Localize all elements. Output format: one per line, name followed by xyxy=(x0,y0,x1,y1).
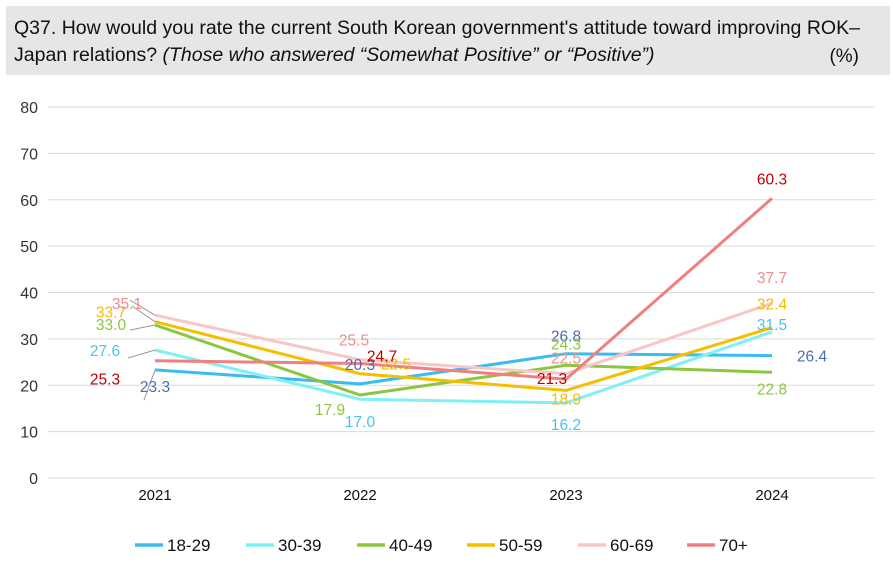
data-label: 33.0 xyxy=(96,317,127,334)
data-label: 27.6 xyxy=(90,343,120,360)
data-label: 31.5 xyxy=(757,317,787,334)
y-tick-label: 0 xyxy=(29,471,38,488)
y-tick-label: 70 xyxy=(20,146,38,163)
data-label: 25.5 xyxy=(339,333,369,350)
data-label: 24.3 xyxy=(551,336,581,353)
question-note: (Those who answered “Somewhat Positive” … xyxy=(162,44,655,66)
data-label: 60.3 xyxy=(757,171,787,188)
y-tick-label: 30 xyxy=(20,332,38,349)
question-text: Q37. How would you rate the current Sout… xyxy=(14,17,860,66)
legend-label: 18-29 xyxy=(167,536,210,555)
chart-title: Q37. How would you rate the current Sout… xyxy=(6,6,890,75)
legend-label: 50-59 xyxy=(499,536,542,555)
series-line-50-59 xyxy=(154,320,773,392)
y-tick-label: 40 xyxy=(20,286,38,303)
leader-line xyxy=(129,324,156,331)
data-label: 37.7 xyxy=(757,270,787,287)
data-label: 21.3 xyxy=(537,371,567,388)
legend-label: 60-69 xyxy=(610,536,653,555)
data-label: 33.7 xyxy=(96,305,126,322)
data-label: 18.9 xyxy=(551,391,581,408)
data-label: 22.8 xyxy=(757,381,787,398)
data-label: 24.7 xyxy=(367,348,397,365)
legend-label: 30-39 xyxy=(278,536,321,555)
data-label: 26.8 xyxy=(551,329,581,346)
y-tick-label: 80 xyxy=(20,100,38,117)
data-label: 22.5 xyxy=(551,351,581,368)
data-label: 23.3 xyxy=(140,379,170,396)
leader-line xyxy=(131,305,156,323)
data-label: 17.0 xyxy=(345,414,376,431)
leader-line xyxy=(129,299,156,316)
x-tick-label: 2021 xyxy=(138,487,171,504)
leader-line xyxy=(143,369,156,401)
data-label: 16.2 xyxy=(551,417,581,434)
y-tick-label: 20 xyxy=(20,378,38,395)
data-label: 22.5 xyxy=(381,357,411,374)
unit-label: (%) xyxy=(829,46,859,67)
y-tick-label: 10 xyxy=(20,425,38,442)
legend-label: 70+ xyxy=(719,536,748,555)
data-label: 17.9 xyxy=(315,402,345,419)
x-tick-label: 2024 xyxy=(755,487,788,504)
data-label: 20.3 xyxy=(345,357,375,374)
series-line-18-29 xyxy=(154,352,773,386)
series-line-60-69 xyxy=(154,301,773,376)
data-label: 26.4 xyxy=(797,349,828,366)
data-label: 32.4 xyxy=(757,297,788,314)
x-tick-label: 2022 xyxy=(343,487,376,504)
series-line-40-49 xyxy=(154,323,773,397)
series-line-70+ xyxy=(154,197,773,381)
y-tick-label: 60 xyxy=(20,193,38,210)
x-tick-label: 2023 xyxy=(549,487,582,504)
y-tick-label: 50 xyxy=(20,239,38,256)
legend-label: 40-49 xyxy=(389,536,432,555)
data-label: 25.3 xyxy=(90,372,120,389)
data-label: 35.1 xyxy=(112,296,142,313)
leader-line xyxy=(127,349,156,359)
